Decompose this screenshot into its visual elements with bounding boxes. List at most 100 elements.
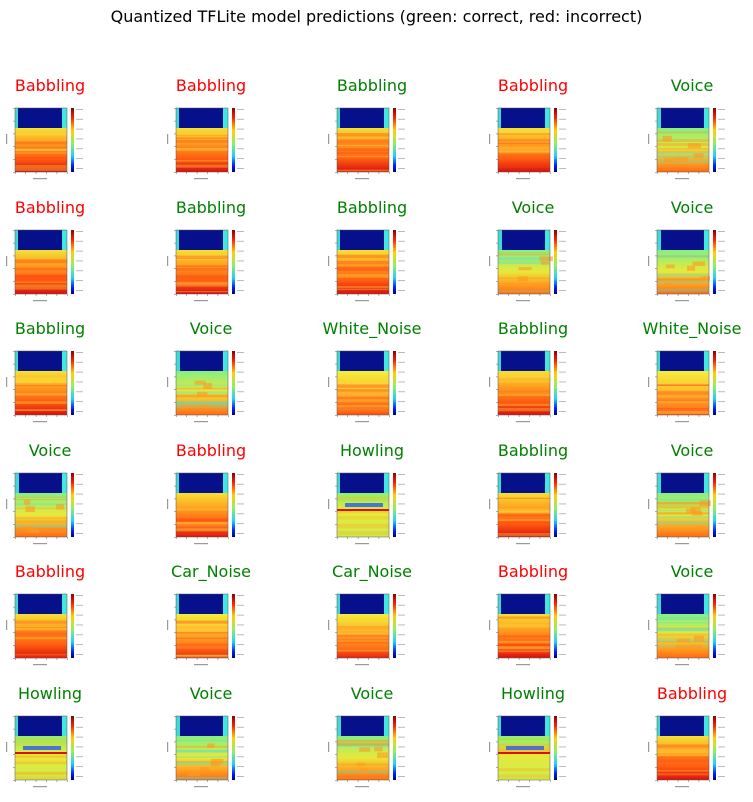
- y-tick: [174, 389, 176, 391]
- colorbar-tick-label: [237, 411, 244, 413]
- colorbar-tick-label: [718, 138, 725, 140]
- y-tick: [655, 402, 657, 403]
- spectrogram-streak: [498, 390, 550, 393]
- spectrogram-streak: [657, 384, 709, 387]
- spectrogram-streak: [657, 501, 709, 505]
- spectrogram-streak: [498, 252, 550, 254]
- x-tick: [498, 172, 499, 174]
- x-tick: [186, 415, 187, 418]
- x-tick: [337, 415, 338, 418]
- x-tick: [688, 536, 689, 539]
- spectrogram-streak: [337, 633, 389, 635]
- prediction-label: Howling: [500, 684, 566, 703]
- spectrogram-streak: [15, 401, 67, 405]
- colorbar-tick-label: [559, 289, 566, 291]
- howling-tone: [23, 746, 61, 750]
- colorbar-tick-label: [398, 109, 405, 110]
- x-tick: [347, 780, 348, 782]
- y-tick: [174, 619, 176, 621]
- spectrogram-streak: [337, 744, 389, 746]
- colorbar-tick-label: [237, 776, 244, 777]
- y-tick: [655, 280, 657, 282]
- y-tick: [174, 255, 176, 256]
- y-axis-label-mark: [6, 498, 8, 509]
- spectrogram-streak: [337, 523, 389, 526]
- y-tick: [13, 523, 15, 525]
- masked-band: [18, 108, 62, 128]
- x-tick: [378, 658, 380, 661]
- colorbar-tick-label: [76, 523, 83, 524]
- x-tick: [667, 415, 668, 418]
- colorbar-tick-label: [559, 756, 566, 758]
- colorbar: [554, 108, 557, 172]
- spectrogram-streak: [498, 748, 550, 752]
- x-tick: [378, 536, 380, 539]
- x-tick: [25, 780, 26, 782]
- spectrogram-streak: [657, 749, 709, 753]
- spectrogram-streak: [15, 503, 67, 506]
- colorbar-tick-label: [559, 595, 566, 597]
- spectrogram-streak: [498, 647, 550, 650]
- spectrogram-streak: [498, 402, 550, 405]
- spectrogram-thumbnail: [648, 594, 725, 666]
- masked-band: [340, 472, 384, 493]
- x-tick: [67, 780, 68, 782]
- spectrogram-streak: [15, 633, 67, 637]
- x-tick: [347, 415, 348, 418]
- spectrogram-streak: [657, 384, 709, 386]
- spectrogram-streak: [337, 530, 389, 534]
- colorbar-tick-label: [76, 654, 83, 656]
- spectrogram-thumbnail: [167, 472, 244, 544]
- x-tick: [56, 780, 58, 782]
- y-tick: [174, 511, 176, 512]
- colorbar-tick-label: [718, 717, 725, 718]
- y-axis-label-mark: [328, 255, 330, 266]
- colorbar: [393, 472, 396, 537]
- colorbar-tick-label: [398, 250, 405, 252]
- spectrogram-streak: [176, 145, 228, 149]
- x-tick: [677, 172, 679, 174]
- voice-formant: [56, 503, 64, 510]
- spectrogram-thumbnail: [648, 229, 725, 301]
- spectrogram-streak: [657, 622, 709, 624]
- x-tick: [46, 172, 47, 174]
- spectrogram-streak: [176, 776, 228, 779]
- colorbar-tick-label: [559, 381, 566, 383]
- colorbar-tick-label: [237, 595, 244, 597]
- y-tick: [496, 498, 498, 499]
- colorbar-tick-label: [398, 240, 405, 242]
- spectrogram-streak: [498, 776, 550, 779]
- edge-band-left: [176, 229, 179, 250]
- edge-band-left: [657, 351, 660, 372]
- colorbar-tick-label: [718, 158, 725, 160]
- spectrogram-streak: [657, 756, 709, 759]
- prediction-label: Voice: [350, 684, 394, 703]
- spectrogram-streak: [657, 289, 709, 292]
- y-axis-label-mark: [167, 255, 169, 266]
- y-tick: [174, 632, 176, 634]
- y-axis-label-mark: [648, 498, 650, 509]
- y-tick: [335, 415, 337, 416]
- x-tick: [35, 658, 37, 661]
- x-tick: [25, 293, 26, 296]
- x-tick: [15, 658, 16, 661]
- y-tick: [13, 754, 15, 755]
- y-tick: [335, 133, 337, 135]
- x-axis-label-mark: [355, 542, 369, 544]
- colorbar-tick-label: [718, 391, 725, 393]
- edge-band-right: [704, 472, 709, 493]
- colorbar-tick-label: [559, 776, 566, 777]
- y-tick: [13, 645, 15, 647]
- spectrogram-streak: [498, 148, 550, 153]
- masked-band: [180, 716, 223, 736]
- edge-band-right: [223, 472, 228, 493]
- spectrogram-streak: [15, 524, 67, 528]
- edge-band-left: [498, 351, 501, 372]
- colorbar-tick-label: [237, 148, 244, 150]
- edge-band-left: [15, 594, 18, 615]
- y-tick: [13, 402, 15, 403]
- spectrogram-streak: [337, 169, 389, 171]
- prediction-label: Car_Noise: [171, 562, 251, 582]
- spectrogram-streak: [15, 167, 67, 171]
- x-tick: [67, 172, 68, 174]
